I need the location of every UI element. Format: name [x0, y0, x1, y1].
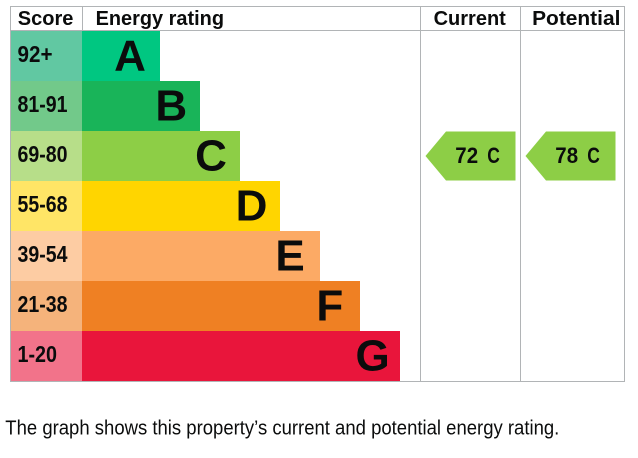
svg-text:81-91: 81-91	[18, 91, 68, 117]
svg-text:C: C	[487, 143, 500, 168]
svg-text:21-38: 21-38	[18, 291, 68, 317]
svg-text:72: 72	[455, 143, 478, 168]
svg-text:69-80: 69-80	[18, 141, 68, 167]
svg-text:C: C	[195, 132, 227, 181]
svg-text:A: A	[114, 32, 146, 81]
svg-text:The graph shows this property’: The graph shows this property’s current …	[5, 418, 559, 440]
svg-text:Potential: Potential	[532, 8, 620, 30]
svg-text:1-20: 1-20	[18, 341, 58, 367]
svg-text:39-54: 39-54	[18, 241, 68, 267]
svg-text:C: C	[587, 143, 600, 168]
svg-text:Energy rating: Energy rating	[96, 8, 224, 30]
svg-text:F: F	[316, 282, 343, 331]
svg-text:Score: Score	[18, 8, 74, 30]
svg-text:Current: Current	[434, 8, 507, 30]
svg-text:G: G	[355, 332, 389, 381]
svg-text:55-68: 55-68	[18, 191, 68, 217]
svg-text:92+: 92+	[18, 41, 53, 67]
svg-text:D: D	[236, 182, 268, 231]
svg-text:B: B	[155, 82, 187, 131]
svg-text:E: E	[275, 232, 304, 281]
svg-text:78: 78	[555, 143, 578, 168]
